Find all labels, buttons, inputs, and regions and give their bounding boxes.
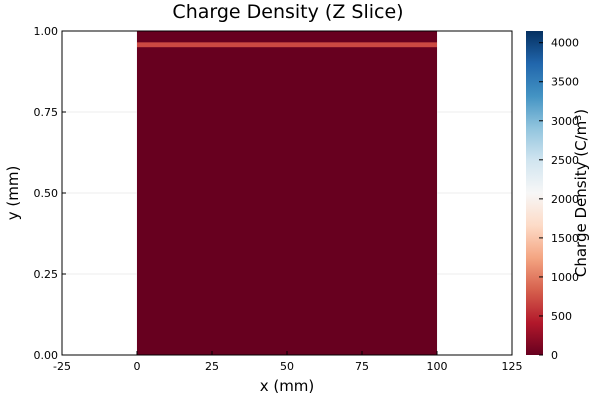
colorbar-label: Charge Density (C/m³) [572,109,590,277]
colorbar-tick-label: 4000 [551,37,579,50]
colorbar-tick-label: 2000 [551,193,579,206]
x-tick-label: -25 [53,360,71,373]
y-axis-ticks: 0.00 0.25 0.50 0.75 1.00 [34,25,66,362]
colorbar-tick-label: 500 [551,310,572,323]
x-tick-label: 50 [280,360,294,373]
y-tick-label: 0.00 [34,349,59,362]
colorbar-tick-label: 3000 [551,115,579,128]
heatmap-cells [137,31,437,355]
x-tick-label: 125 [502,360,523,373]
y-tick-label: 0.25 [34,268,59,281]
x-axis-label: x (mm) [260,377,315,395]
x-tick-label: 25 [205,360,219,373]
colorbar [526,31,543,355]
x-tick-label: 75 [355,360,369,373]
x-tick-label: 100 [427,360,448,373]
x-tick-label: 0 [134,360,141,373]
colorbar-ticks: 0 500 1000 1500 2000 2500 3000 3500 4000 [539,37,579,362]
y-tick-label: 1.00 [34,25,59,38]
y-axis-label: y (mm) [4,166,22,221]
colorbar-tick-label: 1500 [551,232,579,245]
colorbar-tick-label: 1000 [551,271,579,284]
x-axis-ticks: -25 0 25 50 75 100 125 [53,351,523,373]
y-tick-label: 0.50 [34,187,59,200]
heatmap-cell [137,42,437,48]
colorbar-tick-label: 0 [551,349,558,362]
heatmap-cell [137,31,437,355]
colorbar-tick-label: 3500 [551,76,579,89]
colorbar-tick-label: 2500 [551,154,579,167]
y-tick-label: 0.75 [34,106,59,119]
chart-title: Charge Density (Z Slice) [172,1,403,23]
